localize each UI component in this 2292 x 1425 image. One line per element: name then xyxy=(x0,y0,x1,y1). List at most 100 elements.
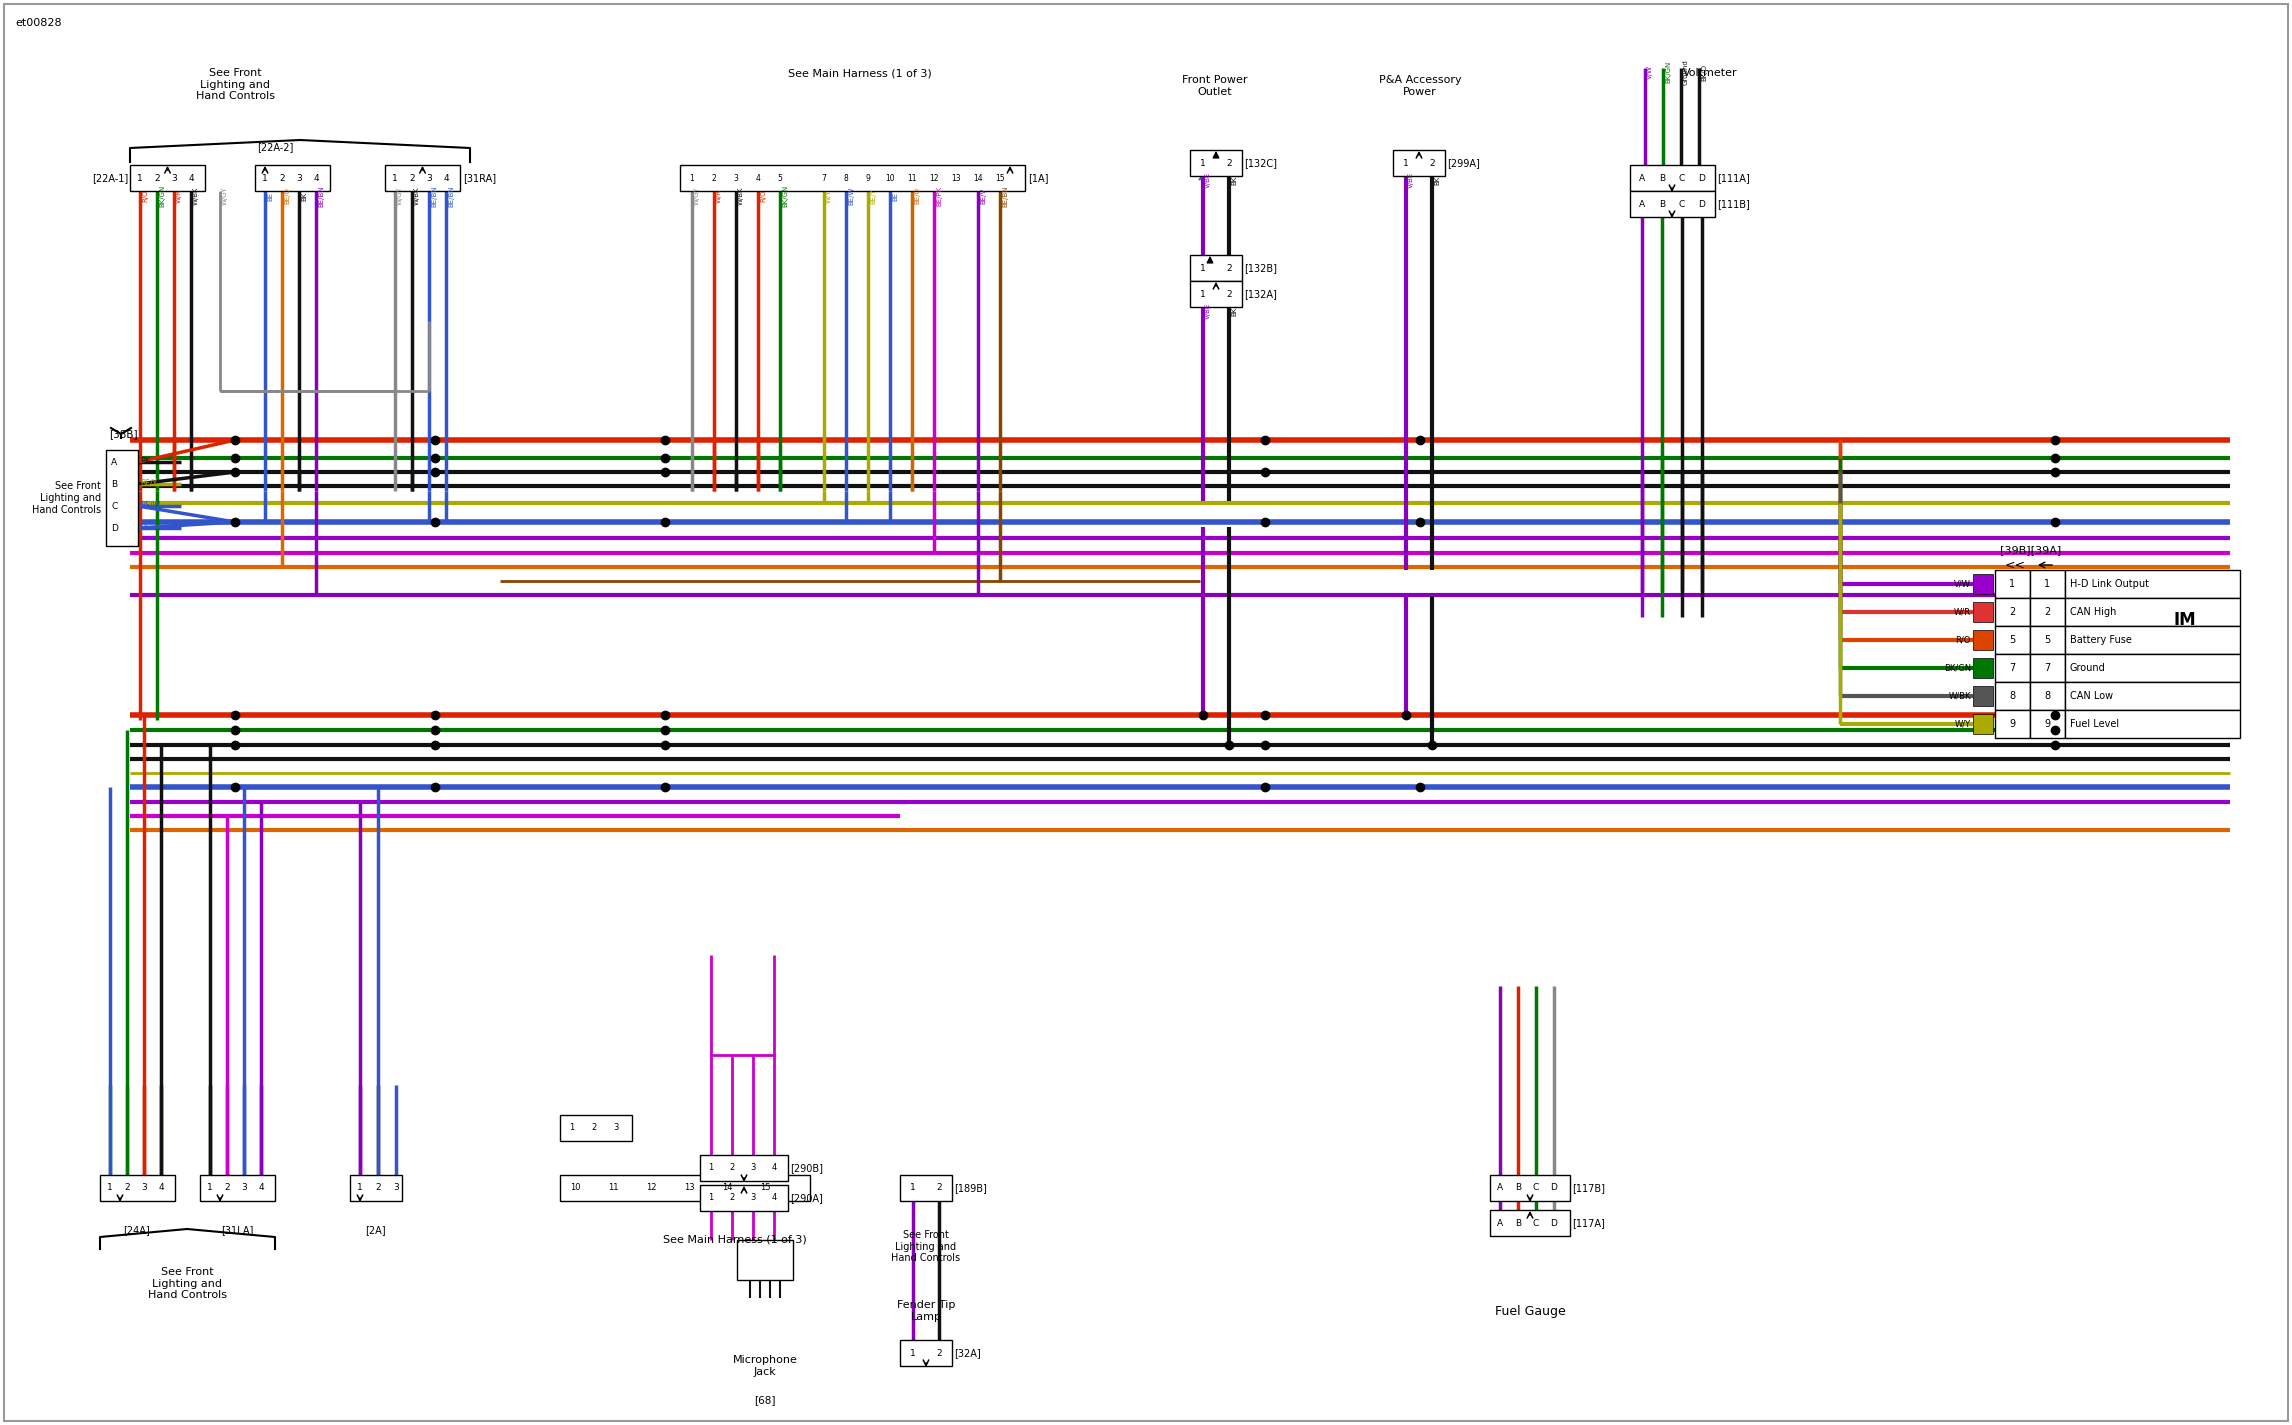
Text: [299A]: [299A] xyxy=(1446,158,1481,168)
Text: W/Y: W/Y xyxy=(825,190,832,202)
Text: 4: 4 xyxy=(314,174,319,182)
Text: [24A]: [24A] xyxy=(124,1226,151,1235)
Bar xyxy=(1994,683,2031,710)
Text: BK/GN: BK/GN xyxy=(1664,61,1671,83)
Text: See Front
Lighting and
Hand Controls: See Front Lighting and Hand Controls xyxy=(195,68,275,101)
Text: 2: 2 xyxy=(729,1194,736,1203)
Bar xyxy=(699,1186,788,1211)
Text: 4: 4 xyxy=(158,1184,163,1193)
Text: BK: BK xyxy=(1435,175,1439,185)
Bar xyxy=(2031,570,2065,598)
Bar xyxy=(2031,683,2065,710)
Bar xyxy=(2065,683,2239,710)
Bar xyxy=(1994,598,2031,626)
Bar xyxy=(2065,570,2239,598)
Text: 12: 12 xyxy=(646,1184,656,1193)
Bar xyxy=(738,1240,793,1280)
Text: W/GY: W/GY xyxy=(397,187,403,205)
Text: BE/BN: BE/BN xyxy=(1002,185,1008,207)
Text: 4: 4 xyxy=(772,1194,777,1203)
Text: 1: 1 xyxy=(708,1194,713,1203)
Text: D: D xyxy=(110,523,117,533)
Bar xyxy=(1973,601,1994,621)
Text: See Front
Lighting and
Hand Controls: See Front Lighting and Hand Controls xyxy=(147,1267,227,1300)
Text: 4: 4 xyxy=(259,1184,264,1193)
Text: W/BK: W/BK xyxy=(193,187,199,205)
Text: W/GY: W/GY xyxy=(694,187,699,205)
Text: 1: 1 xyxy=(910,1184,917,1193)
Bar xyxy=(1994,654,2031,683)
Text: Front Power
Outlet: Front Power Outlet xyxy=(1183,76,1247,97)
Text: 2: 2 xyxy=(711,174,717,182)
Text: D: D xyxy=(1698,200,1705,208)
Bar xyxy=(1973,685,1994,705)
Text: BK/GN: BK/GN xyxy=(158,185,165,207)
Text: 8: 8 xyxy=(843,174,848,182)
Text: 1: 1 xyxy=(261,174,268,182)
Text: <<: << xyxy=(2006,559,2026,571)
Text: BE/W: BE/W xyxy=(140,500,160,510)
Bar xyxy=(559,1176,809,1201)
Text: [32A]: [32A] xyxy=(953,1348,981,1358)
Text: 12: 12 xyxy=(928,174,940,182)
Text: BK/O: BK/O xyxy=(1701,64,1708,80)
Text: V/BE: V/BE xyxy=(1407,172,1414,188)
Text: 3: 3 xyxy=(241,1184,248,1193)
Text: W/GY: W/GY xyxy=(222,187,227,205)
Text: 2: 2 xyxy=(376,1184,380,1193)
Text: 1: 1 xyxy=(708,1163,713,1173)
Text: BE/O: BE/O xyxy=(284,188,291,204)
Text: See Main Harness (1 of 3): See Main Harness (1 of 3) xyxy=(788,68,933,78)
Bar xyxy=(2031,654,2065,683)
Text: 8: 8 xyxy=(2008,691,2015,701)
Text: 4: 4 xyxy=(442,174,449,182)
Text: [38B]: [38B] xyxy=(110,429,138,439)
Text: [22A-1]: [22A-1] xyxy=(92,172,128,182)
Text: 1: 1 xyxy=(206,1184,213,1193)
Text: 3: 3 xyxy=(749,1194,756,1203)
Text: C: C xyxy=(110,502,117,510)
Text: 7: 7 xyxy=(2044,663,2049,673)
Text: IM: IM xyxy=(2173,611,2196,628)
Text: 2: 2 xyxy=(935,1348,942,1358)
Text: 13: 13 xyxy=(951,174,960,182)
Text: R/O: R/O xyxy=(1955,636,1971,644)
Text: 1: 1 xyxy=(690,174,694,182)
Text: BK: BK xyxy=(1231,306,1238,315)
Text: V/W: V/W xyxy=(1955,580,1971,589)
Text: A: A xyxy=(1639,174,1646,182)
Text: [22A-2]: [22A-2] xyxy=(257,142,293,152)
Text: 5: 5 xyxy=(2044,636,2049,646)
Text: B: B xyxy=(1515,1218,1522,1227)
Bar xyxy=(351,1176,401,1201)
Text: W/R: W/R xyxy=(715,190,722,202)
Text: A: A xyxy=(1639,200,1646,208)
Text: [132B]: [132B] xyxy=(1245,264,1277,274)
Text: 7: 7 xyxy=(2008,663,2015,673)
Bar xyxy=(101,1176,174,1201)
Text: 2: 2 xyxy=(1226,264,1231,272)
Text: C: C xyxy=(1678,200,1685,208)
Text: 3: 3 xyxy=(296,174,303,182)
Text: 3: 3 xyxy=(426,174,431,182)
Text: Ground: Ground xyxy=(2070,663,2106,673)
Text: 14: 14 xyxy=(974,174,983,182)
Text: 2: 2 xyxy=(280,174,284,182)
Text: 1: 1 xyxy=(1201,289,1206,298)
Bar xyxy=(2031,598,2065,626)
Text: [31LA]: [31LA] xyxy=(220,1226,252,1235)
Bar xyxy=(1994,626,2031,654)
Text: 10: 10 xyxy=(885,174,894,182)
Text: [111A]: [111A] xyxy=(1717,172,1749,182)
Text: [117B]: [117B] xyxy=(1572,1183,1604,1193)
Text: BE/V: BE/V xyxy=(981,188,986,204)
Text: 10: 10 xyxy=(571,1184,580,1193)
Text: R/O: R/O xyxy=(142,190,149,202)
Text: 13: 13 xyxy=(683,1184,694,1193)
Text: 2: 2 xyxy=(935,1184,942,1193)
Text: CAN Low: CAN Low xyxy=(2070,691,2113,701)
Text: [31RA]: [31RA] xyxy=(463,172,495,182)
Text: CAN High: CAN High xyxy=(2070,607,2116,617)
Text: W/Y: W/Y xyxy=(1955,720,1971,728)
Text: R/O: R/O xyxy=(761,190,766,202)
